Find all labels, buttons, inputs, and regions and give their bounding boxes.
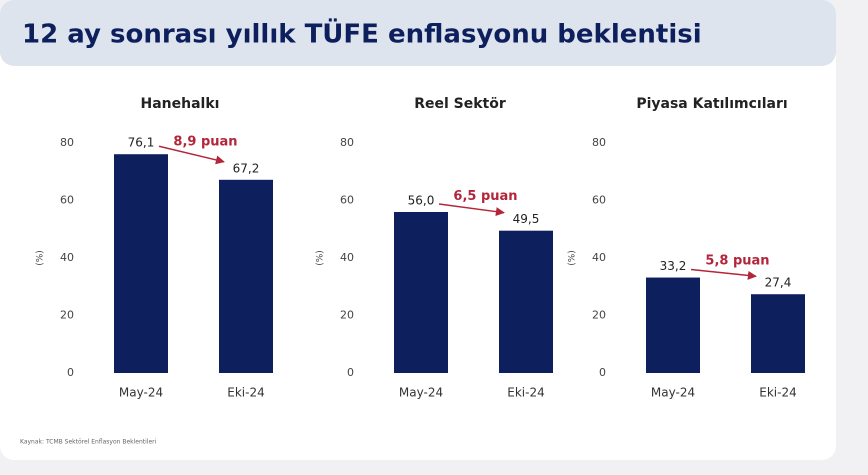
bar [751, 294, 805, 373]
y-tick-label: 40 [60, 251, 74, 264]
value-label: 76,1 [128, 136, 155, 150]
y-axis-label: (%) [316, 250, 326, 266]
annotation-arrow [158, 145, 225, 165]
page-title: 12 ay sonrası yıllık TÜFE enflasyonu bek… [22, 17, 702, 50]
y-tick-label: 0 [599, 366, 606, 379]
y-tick-label: 40 [340, 251, 354, 264]
chart-title: Reel Sektör [414, 96, 506, 112]
x-tick-label: Eki-24 [759, 386, 796, 400]
annotation: 6,5 puan [453, 189, 517, 204]
y-tick-label: 20 [340, 309, 354, 322]
annotation-arrow [438, 203, 505, 217]
y-tick-label: 80 [60, 136, 74, 149]
y-tick-label: 80 [340, 136, 354, 149]
bar [219, 179, 273, 373]
bar [394, 212, 448, 373]
y-tick-label: 20 [592, 309, 606, 322]
x-tick-label: May-24 [399, 386, 443, 400]
value-label: 49,5 [513, 212, 540, 226]
bar [646, 277, 700, 373]
y-tick-label: 0 [67, 366, 74, 379]
y-tick-label: 20 [60, 309, 74, 322]
x-tick-label: Eki-24 [227, 386, 264, 400]
x-tick-label: Eki-24 [507, 386, 544, 400]
y-tick-label: 60 [592, 194, 606, 207]
value-label: 33,2 [660, 259, 687, 273]
value-label: 67,2 [233, 161, 260, 175]
x-tick-label: May-24 [119, 386, 163, 400]
y-tick-label: 60 [60, 194, 74, 207]
chart-title: Hanehalkı [141, 96, 220, 112]
bar [499, 230, 553, 373]
header [0, 0, 836, 66]
y-tick-label: 80 [592, 136, 606, 149]
y-tick-label: 40 [592, 251, 606, 264]
y-tick-label: 0 [347, 366, 354, 379]
annotation-arrow [690, 268, 757, 280]
chart-title: Piyasa Katılımcıları [636, 96, 787, 112]
y-tick-label: 60 [340, 194, 354, 207]
bar [114, 154, 168, 373]
source-note: Kaynak: TCMB Sektörel Enflasyon Beklenti… [20, 439, 157, 446]
value-label: 27,4 [765, 276, 792, 290]
y-axis-label: (%) [36, 250, 46, 266]
y-axis-label: (%) [568, 250, 578, 266]
annotation: 5,8 puan [705, 253, 769, 268]
value-label: 56,0 [408, 194, 435, 208]
annotation: 8,9 puan [173, 135, 237, 150]
x-tick-label: May-24 [651, 386, 695, 400]
